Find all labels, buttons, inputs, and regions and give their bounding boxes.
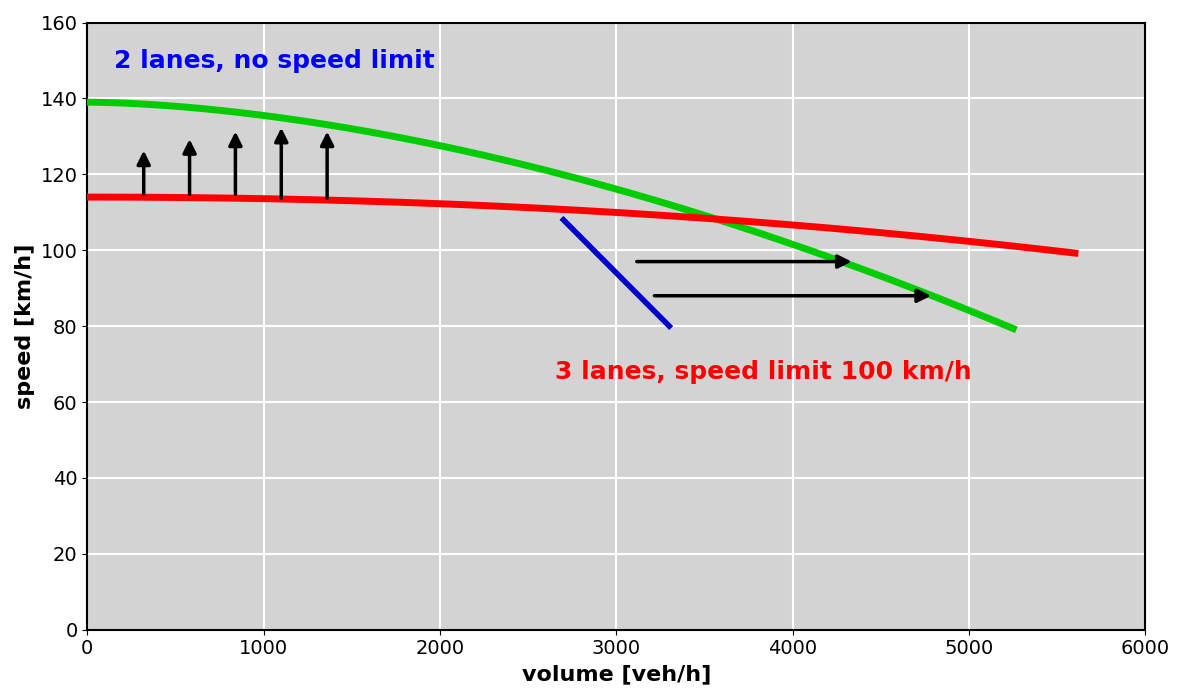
Text: 3 lanes, speed limit 100 km/h: 3 lanes, speed limit 100 km/h (555, 360, 972, 384)
Y-axis label: speed [km/h]: speed [km/h] (15, 243, 36, 409)
Text: 2 lanes, no speed limit: 2 lanes, no speed limit (114, 49, 435, 73)
X-axis label: volume [veh/h]: volume [veh/h] (521, 664, 711, 684)
